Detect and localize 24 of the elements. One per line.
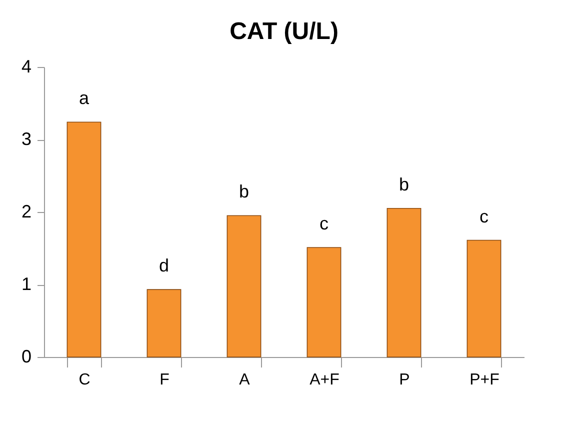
chart-title: CAT (U/L) [230,18,338,45]
bar [466,240,502,358]
bar [66,122,102,358]
y-tick-label: 1 [21,274,32,294]
x-tick-label: C [78,372,90,388]
x-tick-label: P [399,372,410,388]
y-tick-label: 4 [21,56,32,76]
y-tick-label: 0 [21,346,32,366]
y-tick-label: 2 [21,202,32,222]
bar [386,208,422,358]
y-tick-label: 3 [21,129,32,149]
annotation: a [78,88,90,108]
x-tick-label: A [239,372,250,388]
annotation: d [158,256,170,276]
annotation: b [238,182,250,202]
bar [226,215,262,358]
x-tick-label: P+F [470,372,500,388]
annotation: c [480,206,488,226]
x-tick-label: F [160,372,170,388]
x-tick-label: A+F [310,372,340,388]
annotation: c [320,214,328,234]
bar [146,289,182,358]
annotation: b [398,174,410,194]
bar [306,247,342,358]
